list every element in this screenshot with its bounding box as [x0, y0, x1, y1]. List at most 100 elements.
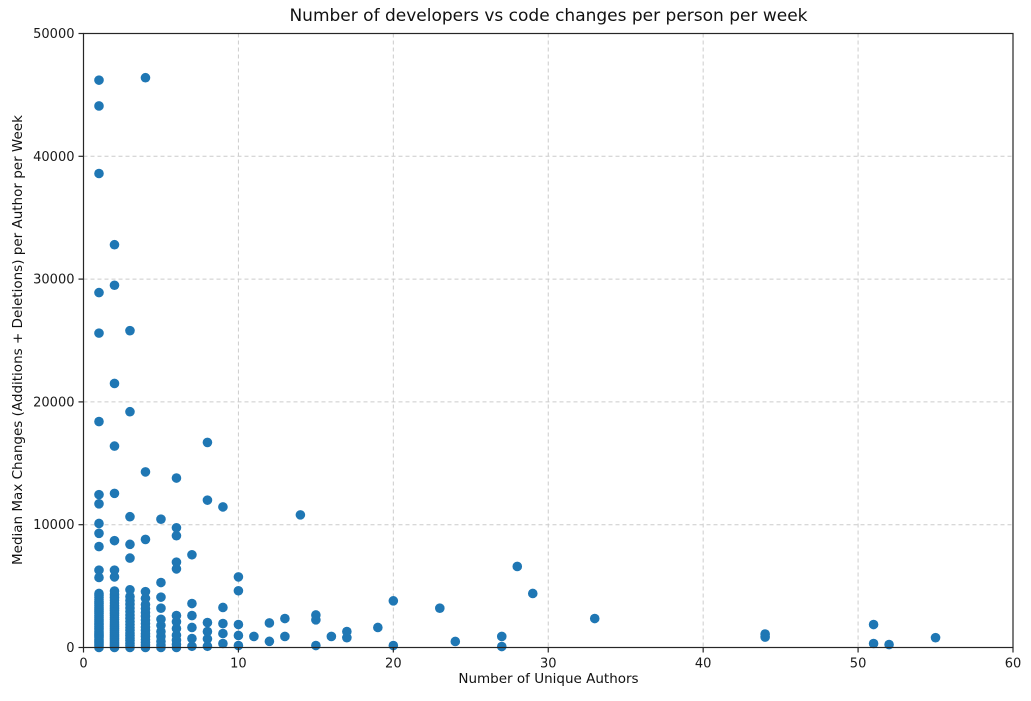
y-tick-label: 0 [66, 641, 74, 656]
data-point [280, 613, 290, 624]
data-point [187, 633, 197, 644]
data-point [171, 564, 182, 574]
data-point [140, 467, 151, 477]
data-point [589, 613, 600, 624]
data-point [233, 572, 244, 582]
data-point [218, 502, 228, 512]
data-point [311, 610, 321, 620]
data-point [94, 416, 104, 427]
data-point [156, 603, 166, 614]
data-point [109, 572, 120, 582]
data-point [156, 592, 166, 602]
data-point [187, 622, 197, 633]
data-point [125, 553, 135, 563]
data-point [109, 441, 120, 451]
data-point [249, 631, 259, 642]
y-tick-label: 30000 [33, 273, 74, 288]
data-point [202, 437, 213, 448]
data-point [388, 596, 399, 606]
data-point [202, 634, 213, 644]
data-point [94, 75, 104, 85]
data-point [94, 287, 104, 298]
x-tick-label: 10 [230, 657, 247, 672]
data-point [450, 636, 461, 647]
data-point [202, 617, 213, 628]
data-point [94, 328, 104, 338]
x-tick-label: 20 [385, 657, 402, 672]
data-point [264, 636, 275, 647]
data-point [202, 626, 213, 637]
x-tick-label: 60 [1005, 657, 1022, 672]
data-point [295, 510, 306, 520]
data-point [930, 632, 941, 643]
data-point [125, 539, 135, 550]
y-tick-label: 20000 [33, 395, 74, 410]
y-tick-label: 10000 [33, 518, 74, 533]
data-point [109, 280, 120, 291]
data-point [109, 488, 120, 499]
data-point [94, 528, 104, 539]
data-point [187, 549, 197, 560]
data-point [140, 534, 151, 545]
y-tick-label: 40000 [33, 150, 74, 165]
data-point [218, 618, 228, 629]
data-point [202, 641, 213, 652]
data-point [94, 499, 104, 509]
data-point [171, 473, 182, 483]
data-point [94, 518, 104, 529]
data-point [94, 101, 104, 111]
data-point [94, 489, 104, 500]
y-tick-label: 50000 [33, 27, 74, 42]
data-point [527, 588, 538, 599]
data-point [140, 586, 151, 597]
data-point [233, 619, 244, 630]
data-point [496, 631, 507, 642]
x-tick-label: 30 [540, 657, 557, 672]
data-point [125, 591, 135, 602]
data-point [311, 640, 321, 651]
data-point [125, 406, 135, 417]
data-point [94, 565, 104, 575]
data-point [171, 630, 182, 641]
data-point [868, 638, 879, 649]
data-point [342, 626, 352, 637]
data-point [187, 641, 197, 652]
x-axis-label: Number of Unique Authors [458, 671, 639, 687]
data-point [109, 378, 120, 389]
data-point [109, 586, 120, 596]
data-point [156, 614, 166, 625]
data-point [435, 603, 445, 614]
data-point [140, 72, 151, 83]
data-point [233, 585, 244, 596]
data-point [156, 514, 166, 524]
data-point [187, 610, 197, 621]
data-point [171, 522, 182, 533]
data-point [496, 641, 507, 652]
data-point [868, 619, 879, 630]
data-point [94, 168, 104, 179]
data-point [202, 495, 213, 505]
data-point [171, 557, 182, 567]
data-point [125, 325, 135, 336]
data-point [373, 622, 383, 633]
data-point [140, 593, 151, 604]
data-point [326, 631, 337, 642]
data-point [512, 561, 523, 572]
data-point [218, 628, 228, 639]
data-point [280, 631, 290, 642]
data-point [171, 610, 182, 621]
data-point [109, 535, 120, 546]
data-point [125, 584, 135, 595]
data-point [760, 629, 770, 639]
data-point [125, 511, 135, 522]
x-tick-label: 0 [79, 657, 87, 672]
data-point [218, 602, 228, 613]
data-point [171, 623, 182, 634]
data-point [171, 530, 182, 541]
data-point [109, 239, 120, 250]
data-point [109, 565, 120, 575]
data-point [94, 541, 104, 552]
data-point [156, 577, 166, 588]
